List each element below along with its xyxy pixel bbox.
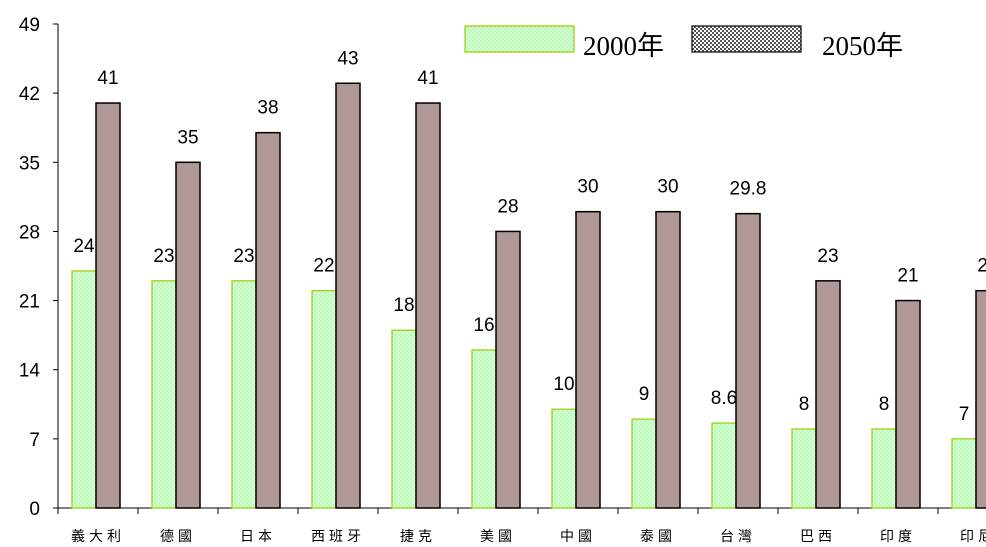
bar-2050 — [895, 299, 921, 509]
legend-label-2000: 2000年 — [583, 31, 664, 61]
x-category-label: 印度 — [880, 529, 916, 545]
x-category-label: 美國 — [480, 529, 516, 545]
bar-2000 — [871, 428, 897, 509]
x-category-label: 巴西 — [800, 529, 836, 545]
y-tick-label: 49 — [19, 15, 40, 36]
x-category-label: 義大利 — [71, 528, 125, 545]
x-category-label: 德國 — [160, 529, 196, 545]
data-label-2050: 22 — [977, 256, 986, 277]
bar-2050 — [255, 131, 281, 509]
y-tick-label: 42 — [19, 84, 40, 105]
data-label-2050: 23 — [817, 246, 838, 267]
data-label-2050: 35 — [177, 127, 198, 148]
data-label-2050: 30 — [657, 177, 678, 198]
data-label-2050: 21 — [897, 266, 918, 287]
data-label-2050: 43 — [337, 48, 358, 69]
bar-2050 — [415, 102, 441, 509]
data-label-2050: 41 — [97, 68, 118, 89]
bar-2050 — [495, 230, 521, 509]
x-category-label: 捷克 — [400, 529, 436, 545]
data-label-2000: 23 — [233, 246, 254, 267]
bar-2050 — [575, 210, 601, 509]
data-label-2000: 23 — [153, 246, 174, 267]
bar-2000 — [471, 349, 497, 509]
legend-swatch-2050 — [691, 25, 802, 53]
x-category-label: 西班牙 — [311, 529, 365, 545]
y-tick-label: 28 — [19, 222, 40, 243]
y-tick-label: 21 — [19, 292, 40, 313]
data-label-2000: 10 — [553, 374, 574, 395]
data-label-2050: 29.8 — [730, 179, 767, 200]
data-label-2000: 9 — [639, 384, 650, 405]
legend: 2000年 2050年 — [464, 25, 903, 61]
data-label-2000: 8.6 — [711, 388, 737, 409]
y-tick-label: 35 — [19, 153, 40, 174]
bar-2000 — [391, 329, 417, 509]
x-category-label: 日本 — [240, 529, 276, 545]
legend-swatch-2000 — [464, 25, 575, 53]
data-label-2000: 24 — [73, 236, 95, 257]
data-label-2000: 16 — [473, 315, 494, 336]
legend-label-2050: 2050年 — [822, 31, 903, 61]
x-category-label: 中國 — [560, 529, 596, 545]
x-category-label: 泰國 — [640, 529, 676, 545]
data-label-2000: 18 — [393, 295, 414, 316]
bar-2050 — [175, 161, 201, 509]
bar-2050 — [815, 280, 841, 509]
data-label-2000: 22 — [313, 256, 334, 277]
bar-2000 — [551, 408, 577, 509]
data-label-2050: 28 — [497, 196, 518, 217]
data-label-2000: 8 — [799, 394, 810, 415]
bar-2000 — [631, 418, 657, 509]
bar-2000 — [791, 428, 817, 509]
bar-2000 — [951, 438, 977, 509]
bar-2000 — [311, 290, 337, 509]
y-tick-label: 0 — [29, 499, 40, 520]
y-tick-label: 7 — [29, 430, 40, 451]
data-label-2050: 41 — [417, 68, 438, 89]
y-tick-label: 14 — [19, 361, 41, 382]
data-label-2050: 30 — [577, 177, 598, 198]
bar-2050 — [95, 102, 121, 509]
x-category-label: 台灣 — [720, 529, 756, 545]
bar-2000 — [711, 422, 737, 509]
bar-2000 — [71, 270, 97, 509]
data-label-2050: 38 — [257, 98, 278, 119]
bar-2050 — [735, 212, 761, 509]
bar-2050 — [655, 210, 681, 509]
x-category-label: 印尼 — [960, 529, 986, 545]
bar-2050 — [975, 289, 986, 509]
data-label-2000: 8 — [879, 394, 890, 415]
data-label-2000: 7 — [959, 404, 970, 425]
bar-2000 — [151, 280, 177, 509]
bar-2050 — [335, 82, 361, 509]
bar-2000 — [231, 280, 257, 509]
